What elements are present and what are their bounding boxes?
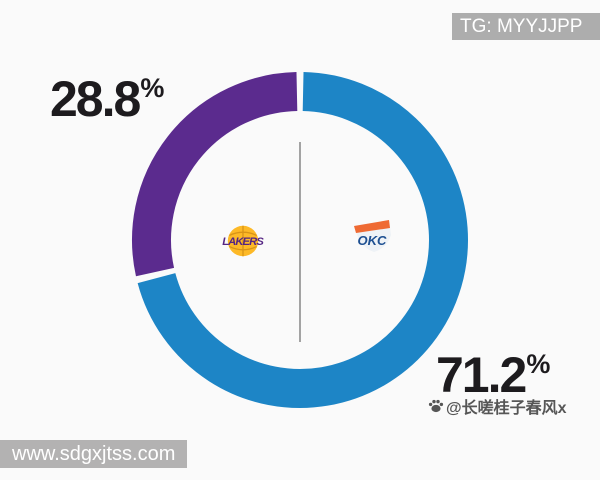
center-divider-line: [299, 142, 301, 342]
lakers-logo-text: LAKERS: [222, 236, 264, 248]
lakers-logo: LAKERS: [219, 221, 267, 261]
thunder-logo: OKC: [349, 217, 395, 255]
site-watermark-bar: www.sdgxjtss.com: [0, 440, 187, 468]
baidu-paw-icon: [428, 399, 444, 413]
tg-banner: TG: MYYJJPP: [452, 13, 600, 40]
thunder-shield-band: [354, 220, 390, 233]
lakers-percent-label: 28.8%: [50, 74, 164, 124]
thunder-percent-label: 71.2%: [436, 350, 550, 400]
thunder-percent-value: 71.2: [436, 347, 527, 403]
lakers-percent-value: 28.8: [50, 71, 141, 127]
tg-banner-text: TG: MYYJJPP: [460, 16, 583, 37]
lakers-percent-unit: %: [140, 73, 165, 103]
author-watermark: @长嗟桂子春风x: [428, 395, 588, 417]
site-url-text: www.sdgxjtss.com: [12, 443, 176, 465]
author-watermark-text: @长嗟桂子春风x: [446, 400, 567, 417]
lakers-ball-seams: [229, 225, 257, 257]
donut-slice-lakers: [132, 72, 298, 277]
donut-slice-thunder: [137, 72, 468, 408]
thunder-percent-unit: %: [526, 349, 551, 379]
thunder-logo-text: OKC: [358, 233, 388, 248]
